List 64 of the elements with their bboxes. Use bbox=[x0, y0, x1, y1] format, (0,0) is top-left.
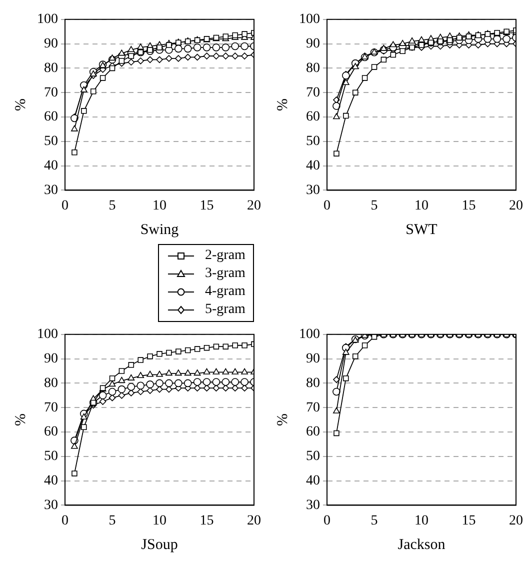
y-tick-label: 90 bbox=[306, 351, 320, 366]
x-axis-title: SWT bbox=[406, 222, 438, 238]
x-tick-label: 15 bbox=[200, 198, 214, 214]
x-tick-label: 5 bbox=[370, 198, 378, 214]
y-tick-label: 40 bbox=[306, 473, 320, 488]
y-tick-label: 40 bbox=[44, 158, 58, 174]
x-tick-label: 20 bbox=[247, 198, 261, 214]
y-tick-label: 30 bbox=[44, 182, 58, 198]
x-axis-title: Swing bbox=[140, 222, 180, 238]
y-tick-label: 100 bbox=[299, 327, 320, 342]
y-tick-label: 30 bbox=[44, 498, 58, 513]
y-tick-label: 100 bbox=[299, 12, 320, 28]
y-axis-title: % bbox=[274, 98, 291, 112]
y-tick-label: 80 bbox=[44, 60, 58, 76]
y-axis-title: % bbox=[274, 414, 291, 426]
y-tick-label: 60 bbox=[306, 424, 320, 440]
y-tick-label: 60 bbox=[44, 110, 58, 125]
x-tick-label: 15 bbox=[462, 513, 476, 528]
y-tick-label: 90 bbox=[306, 36, 320, 52]
y-tick-label: 80 bbox=[306, 376, 320, 391]
y-tick-label: 80 bbox=[306, 60, 320, 76]
y-tick-label: 50 bbox=[306, 134, 320, 150]
x-tick-label: 20 bbox=[509, 513, 523, 528]
y-axis-title: % bbox=[12, 98, 29, 112]
y-tick-label: 60 bbox=[44, 424, 58, 440]
y-tick-label: 70 bbox=[44, 400, 58, 416]
y-tick-label: 30 bbox=[306, 182, 320, 198]
y-tick-label: 100 bbox=[37, 12, 58, 28]
y-tick-label: 50 bbox=[306, 449, 320, 464]
y-axis-title: % bbox=[12, 414, 29, 426]
x-tick-label: 10 bbox=[152, 513, 166, 528]
y-tick-label: 50 bbox=[44, 449, 58, 464]
legend-label: 2-gram bbox=[205, 247, 246, 265]
x-tick-label: 15 bbox=[200, 513, 214, 528]
y-tick-label: 70 bbox=[306, 85, 320, 100]
x-tick-label: 0 bbox=[324, 198, 330, 214]
x-tick-label: 0 bbox=[62, 513, 68, 528]
x-tick-label: 0 bbox=[324, 513, 330, 528]
y-tick-label: 70 bbox=[44, 85, 58, 100]
y-tick-label: 40 bbox=[44, 473, 58, 488]
x-tick-label: 5 bbox=[370, 513, 378, 528]
x-axis-title: JSoup bbox=[141, 536, 178, 553]
y-tick-label: 90 bbox=[44, 351, 58, 366]
x-tick-label: 10 bbox=[152, 198, 166, 214]
x-tick-label: 20 bbox=[247, 513, 261, 528]
x-axis-title: Jackson bbox=[398, 536, 446, 553]
x-tick-label: 20 bbox=[509, 198, 523, 214]
x-tick-label: 5 bbox=[108, 198, 116, 214]
legend-label: 3-gram bbox=[205, 265, 246, 283]
x-tick-label: 5 bbox=[108, 513, 116, 528]
y-tick-label: 80 bbox=[44, 376, 58, 391]
x-tick-label: 0 bbox=[62, 198, 68, 214]
x-tick-label: 10 bbox=[414, 513, 428, 528]
legend-label: 4-gram bbox=[205, 283, 246, 301]
x-tick-label: 15 bbox=[462, 198, 476, 214]
y-tick-label: 90 bbox=[44, 36, 58, 52]
y-tick-label: 30 bbox=[306, 498, 320, 513]
y-tick-label: 100 bbox=[37, 327, 58, 342]
y-tick-label: 50 bbox=[44, 134, 58, 150]
x-tick-label: 10 bbox=[414, 198, 428, 214]
y-tick-label: 60 bbox=[306, 110, 320, 125]
legend-label: 5-gram bbox=[205, 301, 246, 319]
y-tick-label: 70 bbox=[306, 400, 320, 416]
y-tick-label: 40 bbox=[306, 158, 320, 174]
